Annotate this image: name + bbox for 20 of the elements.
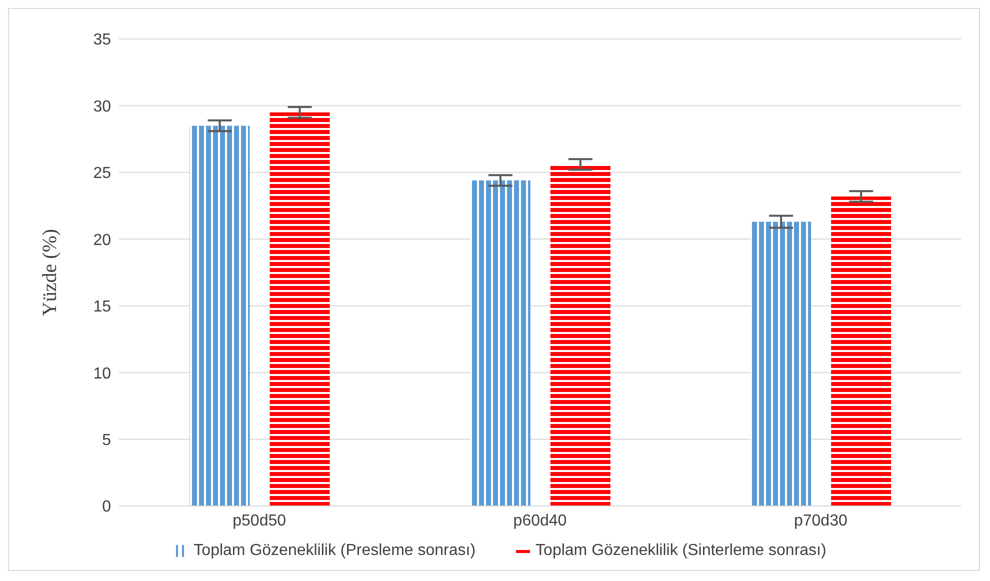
x-tick-label: p50d50 [232, 512, 286, 530]
y-tick-label: 15 [93, 298, 112, 316]
bar [470, 180, 530, 506]
y-tick-label: 25 [93, 165, 112, 182]
bar [751, 222, 812, 506]
bar [270, 112, 330, 506]
y-axis-title: Yüzde (%) [39, 228, 62, 316]
y-tick-label: 0 [102, 498, 112, 516]
text: Toplam Gözeneklilik (Presleme sonrası) [194, 542, 476, 560]
text: Toplam Gözeneklilik (Sinterleme sonrası) [536, 542, 826, 560]
y-tick-label: 5 [102, 432, 112, 449]
y-tick-label: 10 [93, 365, 112, 382]
x-tick-label: p60d40 [513, 512, 567, 530]
bar [550, 164, 610, 506]
x-tick-label: p70d30 [794, 512, 848, 530]
y-tick-label: 35 [93, 32, 112, 49]
bar [831, 196, 892, 506]
y-tick-label: 30 [93, 98, 112, 116]
bar [190, 126, 250, 506]
y-tick-label: 20 [93, 232, 112, 249]
